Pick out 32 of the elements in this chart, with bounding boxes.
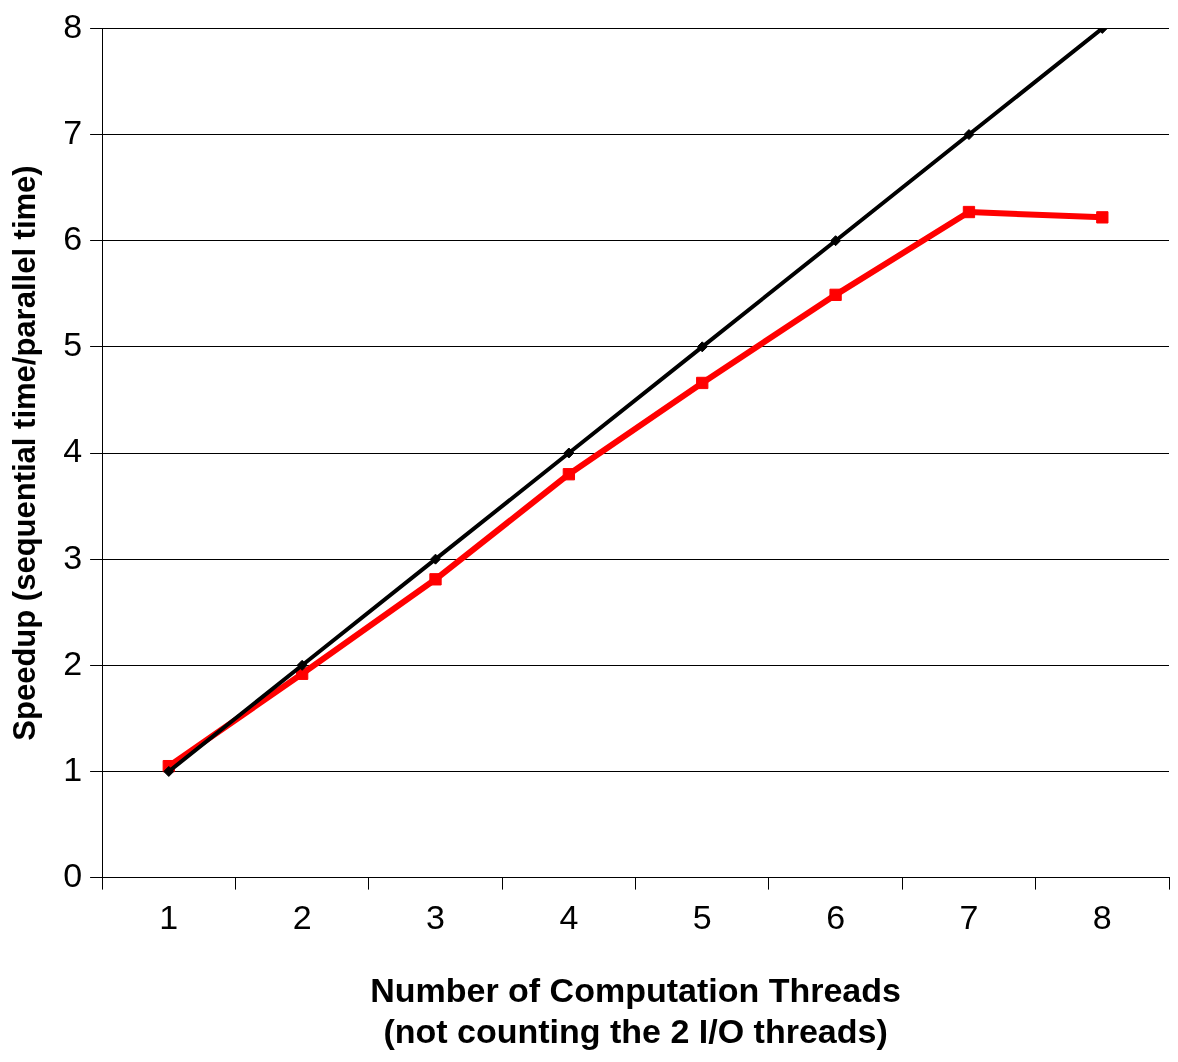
y-tick-label: 2 xyxy=(63,643,83,682)
y-tick-label: 4 xyxy=(63,431,83,470)
x-tick-label: 1 xyxy=(159,898,179,937)
y-tick-label: 0 xyxy=(63,855,83,894)
point xyxy=(296,659,308,671)
x-axis-title: Number of Computation Threads (not counting the 2 I/O threads) xyxy=(370,971,901,1050)
point xyxy=(696,376,709,390)
x-tick-label: 7 xyxy=(959,898,979,937)
point xyxy=(163,765,175,777)
point xyxy=(563,447,575,459)
x-tick-label: 8 xyxy=(1092,898,1112,937)
x-tick-label: 2 xyxy=(292,898,312,937)
x-tick-label: 5 xyxy=(692,898,712,937)
point xyxy=(696,341,708,353)
y-tick-label: 8 xyxy=(63,6,83,45)
x-tick-label: 3 xyxy=(426,898,445,937)
x-tick-label: 4 xyxy=(559,898,579,937)
point xyxy=(962,205,976,219)
point xyxy=(429,573,442,586)
point xyxy=(963,129,975,141)
y-tick-label: 5 xyxy=(63,325,83,364)
point xyxy=(1096,211,1109,224)
point xyxy=(430,553,442,565)
point xyxy=(562,468,576,481)
point xyxy=(829,288,842,301)
y-tick-label: 7 xyxy=(63,112,83,151)
y-tick-label: 6 xyxy=(63,219,83,258)
x-tick-label: 6 xyxy=(826,898,846,937)
y-axis-title: Speedup (sequential time/parallel time) xyxy=(7,165,43,741)
point xyxy=(830,235,842,247)
y-tick-label: 1 xyxy=(63,749,83,788)
y-tick-label: 3 xyxy=(63,537,83,576)
